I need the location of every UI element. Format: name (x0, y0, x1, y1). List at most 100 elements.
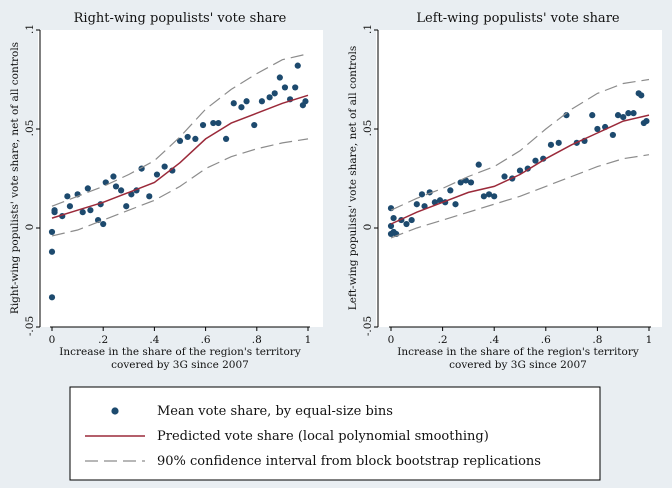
right-wing-data-point (79, 209, 86, 216)
left-wing-data-point (501, 173, 508, 180)
right-wing-data-point (48, 228, 56, 236)
left-wing-y-tick-label: .05 (362, 120, 374, 137)
left-wing-data-point (408, 216, 415, 224)
right-wing-data-point (292, 84, 299, 91)
right-wing-data-point (176, 137, 184, 144)
right-wing-panel-title: Right-wing populists' vote share (74, 11, 287, 26)
right-wing-data-point (243, 98, 250, 105)
left-wing-x-axis-label-line2: covered by 3G since 2007 (449, 359, 587, 371)
left-wing-x-tick-label: 0 (388, 334, 395, 346)
right-wing-data-point (84, 185, 91, 192)
left-wing-data-point (589, 112, 596, 119)
right-wing-predicted-line (51, 94, 309, 219)
right-wing-data-point (276, 74, 283, 81)
left-wing-data-point (436, 197, 444, 204)
left-wing-panel: Left-wing populists' vote share Left-win… (347, 11, 662, 371)
right-wing-data-point (258, 98, 266, 105)
legend-box (69, 386, 601, 481)
left-wing-data-point (485, 191, 493, 198)
right-wing-data-point (64, 193, 71, 200)
right-wing-data-point (238, 104, 245, 111)
left-wing-data-point (418, 191, 426, 198)
left-wing-data-point (630, 110, 637, 117)
left-wing-y-axis-label: Left-wing populists' vote share, net of … (347, 46, 359, 310)
left-wing-data-point (643, 117, 650, 125)
left-wing-x-axis-label-line1: Increase in the share of the region's te… (397, 346, 639, 358)
right-wing-data-point (118, 187, 125, 194)
left-wing-data-point (421, 203, 428, 210)
right-wing-x-tick-label: .2 (98, 334, 108, 346)
right-wing-ci-lower-line (51, 138, 309, 237)
right-wing-panel: Right-wing populists' vote share Right-w… (9, 11, 323, 371)
left-wing-data-point (387, 205, 395, 212)
right-wing-data-point (87, 207, 94, 214)
right-wing-data-point (215, 119, 222, 127)
right-wing-ci-upper-line (51, 53, 309, 207)
left-wing-x-tick-label: .4 (489, 334, 499, 346)
right-wing-data-point (161, 163, 168, 170)
right-wing-x-axis-label-line2: covered by 3G since 2007 (111, 359, 249, 371)
left-wing-data-point (540, 155, 547, 162)
left-wing-data-point (390, 215, 397, 222)
right-wing-data-point (51, 207, 58, 214)
left-wing-ci-lower-line (390, 154, 650, 239)
left-wing-data-point (387, 222, 395, 230)
left-wing-data-point (467, 179, 475, 186)
right-wing-axes: -.05 0 .05 .1 0 .2 .4 .6 .8 1 (24, 24, 311, 346)
right-wing-y-tick-label: .1 (24, 24, 36, 34)
legend-label-points: Mean vote share, by equal-size bins (157, 404, 393, 419)
right-wing-data-point (281, 84, 289, 91)
right-wing-data-point (48, 248, 56, 255)
right-wing-y-axis-label: Right-wing populists' vote share, net of… (9, 42, 21, 314)
left-wing-data-point (563, 112, 570, 119)
left-wing-data-point (620, 114, 627, 121)
right-wing-data-point (251, 121, 258, 129)
left-wing-ci-upper-line (390, 78, 650, 211)
right-wing-data-point (123, 203, 130, 210)
left-wing-data-point (452, 201, 459, 208)
left-wing-x-tick-label: 1 (646, 334, 653, 346)
right-wing-data-point (100, 220, 107, 228)
right-wing-data-point (210, 119, 217, 127)
left-wing-x-tick-label: .2 (438, 334, 448, 346)
right-wing-data-point (146, 193, 153, 200)
right-wing-y-tick-label: .05 (24, 120, 36, 137)
left-wing-data-point (413, 201, 420, 208)
right-wing-x-tick-label: 0 (49, 334, 56, 346)
left-wing-data-point (491, 193, 498, 200)
right-wing-data-point (294, 62, 301, 69)
legend-point-marker (111, 407, 119, 415)
left-wing-axes: -.05 0 .05 .1 0 .2 .4 .6 .8 1 (362, 24, 652, 346)
right-wing-data-point (184, 133, 191, 141)
legend: Mean vote share, by equal-size bins Pred… (69, 386, 601, 481)
right-wing-marks (48, 53, 309, 301)
right-wing-x-tick-label: 1 (305, 334, 312, 346)
right-wing-y-tick-label: 0 (24, 224, 36, 231)
left-wing-marks (387, 78, 650, 239)
left-wing-data-point (457, 179, 464, 186)
right-wing-data-point (66, 203, 74, 210)
left-wing-y-tick-label: 0 (362, 224, 374, 231)
left-wing-data-point (403, 220, 410, 228)
right-wing-data-point (48, 294, 56, 301)
left-wing-data-point (475, 161, 482, 168)
left-wing-y-tick-label: .1 (362, 24, 374, 34)
left-wing-plot-area (376, 30, 662, 327)
left-wing-data-point (516, 167, 524, 174)
right-wing-data-point (110, 173, 117, 180)
left-wing-data-point (614, 112, 622, 119)
right-wing-data-point (302, 98, 309, 105)
left-wing-x-tick-label: .8 (592, 334, 602, 346)
right-wing-data-point (192, 135, 199, 142)
left-wing-panel-title: Left-wing populists' vote share (416, 11, 620, 26)
left-wing-x-tick-label: .6 (541, 334, 551, 346)
right-wing-data-point (153, 171, 161, 178)
right-wing-data-point (222, 135, 230, 142)
left-wing-predicted-line (390, 114, 650, 225)
left-wing-data-point (447, 187, 454, 194)
legend-label-dash: 90% confidence interval from block boots… (157, 454, 541, 469)
right-wing-x-axis-label-line1: Increase in the share of the region's te… (59, 346, 301, 358)
right-wing-data-point (266, 94, 273, 101)
left-wing-data-point (480, 193, 487, 200)
